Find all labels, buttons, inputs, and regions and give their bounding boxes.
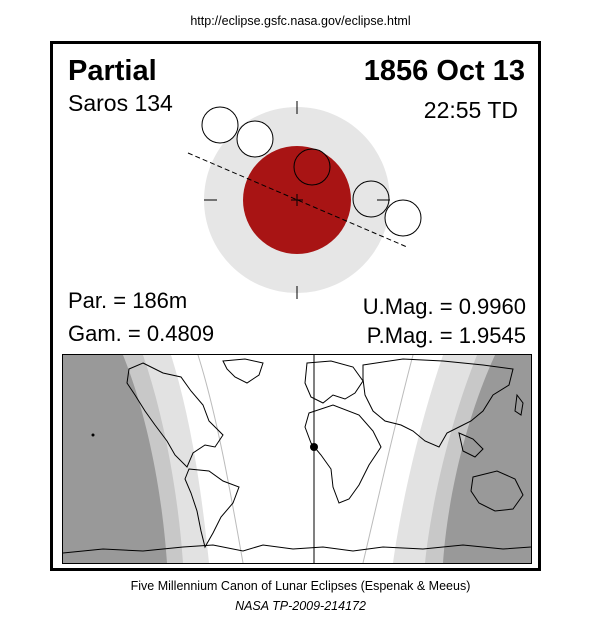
australia-outline: [470, 470, 524, 512]
sub-lunar-point: [310, 443, 318, 451]
footer-publication-id: NASA TP-2009-214172: [235, 599, 366, 613]
greatest-eclipse-time: 22:55 TD: [423, 97, 518, 123]
saros-number: Saros 134: [68, 90, 173, 116]
moon-greatest-eclipse: [293, 148, 331, 186]
southeast-asia-islands-outline: [458, 432, 484, 458]
umbral-magnitude: U.Mag. = 0.9960: [362, 294, 526, 319]
contact-curve-1: [197, 355, 244, 563]
partial-duration: Par. = 186m: [68, 288, 188, 313]
gamma-value: Gam. = 0.4809: [68, 321, 215, 346]
eclipse-type-title: Partial: [68, 55, 157, 87]
moon-u1-contact: [236, 120, 274, 158]
asia-outline: [362, 358, 514, 448]
greenland-outline: [222, 358, 264, 384]
footer-canon-credit: Five Millennium Canon of Lunar Eclipses …: [130, 579, 471, 593]
world-map-svg: [63, 355, 531, 563]
penumbral-magnitude: P.Mag. = 1.9545: [366, 323, 526, 348]
contact-curve-2: [362, 355, 414, 563]
eclipse-date: 1856 Oct 13: [363, 55, 525, 87]
moon-p4-contact: [384, 199, 422, 237]
continent-outlines: [63, 358, 531, 554]
europe-outline: [304, 360, 364, 404]
island-dot: [91, 433, 95, 437]
antarctica-outline: [63, 544, 531, 554]
north-america-outline: [126, 362, 224, 468]
eclipse-figure-frame: Partial 1856 Oct 13 Saros 134 22:55 TD P…: [50, 41, 541, 571]
moon-u4-contact: [352, 180, 390, 218]
eclipse-geometry-diagram: [187, 101, 422, 299]
source-url: http://eclipse.gsfc.nasa.gov/eclipse.htm…: [190, 14, 411, 28]
south-america-outline: [184, 468, 240, 549]
visibility-world-map: [62, 354, 532, 564]
moon-p1-contact: [201, 106, 239, 144]
japan-outline: [514, 393, 524, 416]
